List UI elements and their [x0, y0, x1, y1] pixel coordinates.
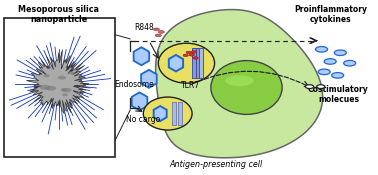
Polygon shape — [169, 55, 183, 71]
Circle shape — [58, 76, 66, 80]
Circle shape — [40, 85, 51, 90]
FancyBboxPatch shape — [199, 48, 203, 78]
Circle shape — [155, 34, 161, 37]
Polygon shape — [156, 10, 323, 158]
Circle shape — [317, 85, 325, 89]
Circle shape — [183, 54, 188, 57]
Polygon shape — [133, 47, 149, 65]
Circle shape — [61, 88, 67, 91]
Polygon shape — [154, 106, 167, 121]
Text: Costimulatory
molecues: Costimulatory molecues — [308, 85, 369, 104]
Circle shape — [332, 73, 344, 78]
Circle shape — [193, 57, 198, 59]
Ellipse shape — [158, 43, 215, 83]
Circle shape — [186, 51, 191, 54]
Circle shape — [68, 71, 75, 75]
Circle shape — [191, 51, 197, 53]
Circle shape — [46, 86, 56, 91]
Polygon shape — [141, 70, 157, 88]
Circle shape — [43, 74, 50, 77]
Text: Antigen-presenting cell: Antigen-presenting cell — [170, 160, 263, 169]
Circle shape — [153, 28, 160, 31]
Text: Mesoporous silica
nanoparticle: Mesoporous silica nanoparticle — [19, 5, 99, 25]
Circle shape — [318, 69, 330, 75]
FancyBboxPatch shape — [196, 48, 200, 78]
Circle shape — [316, 47, 328, 52]
Polygon shape — [132, 92, 147, 110]
FancyBboxPatch shape — [172, 102, 176, 125]
Ellipse shape — [211, 61, 282, 114]
Text: Proinflammatory
cytokines: Proinflammatory cytokines — [294, 5, 367, 25]
Ellipse shape — [225, 75, 254, 86]
Circle shape — [189, 54, 194, 56]
FancyBboxPatch shape — [5, 18, 115, 157]
Circle shape — [305, 85, 314, 89]
Circle shape — [158, 31, 164, 33]
Text: R848: R848 — [134, 23, 154, 32]
Circle shape — [62, 93, 68, 96]
FancyBboxPatch shape — [178, 102, 182, 125]
Ellipse shape — [143, 97, 192, 130]
Text: Endosome: Endosome — [114, 80, 154, 89]
Circle shape — [344, 60, 356, 66]
Circle shape — [334, 50, 346, 55]
Text: TLR7: TLR7 — [181, 81, 200, 90]
Polygon shape — [26, 51, 90, 114]
Circle shape — [62, 88, 71, 92]
FancyBboxPatch shape — [192, 48, 196, 78]
Text: No cargo: No cargo — [126, 115, 161, 124]
Circle shape — [324, 59, 336, 64]
